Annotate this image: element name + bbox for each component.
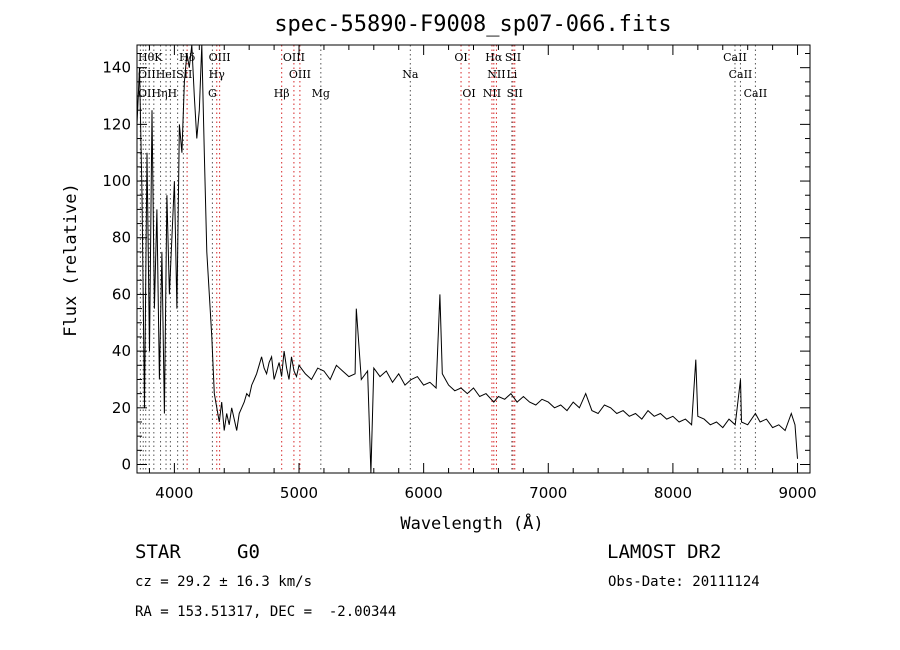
y-ticks: 0 20 40 60 80 100 120 140 [102,53,810,473]
x-tick-label: 5000 [280,484,318,502]
spectral-line-label: CaII [723,51,747,64]
spectral-line-label: Mg [312,87,330,100]
line-markers [139,45,756,473]
y-tick-label: 80 [112,229,131,247]
obs-date: Obs-Date: 20111124 [608,574,760,590]
x-axis-label: Wavelength (Å) [400,512,543,534]
spectrum-series [136,44,798,474]
blue-end-line-labels: OIHηH [138,87,177,100]
y-tick-label: 60 [112,285,131,303]
spectral-line-label: G [208,87,217,100]
y-tick-label: 20 [112,399,131,417]
coordinates: RA = 153.51317, DEC = -2.00344 [135,604,397,620]
blue-end-line-labels: HθK [138,51,163,64]
y-tick-label: 140 [102,59,131,77]
x-tick-label: 8000 [654,484,692,502]
spectral-line-label: Hβ [274,87,290,100]
spectral-line-label: Li [506,68,517,81]
y-tick-label: 100 [102,172,131,190]
x-tick-label: 6000 [405,484,443,502]
redshift-readout: cz = 29.2 ± 16.3 km/s [135,574,313,590]
spectral-line-label: OIII [283,51,305,64]
x-ticks: 4000 5000 6000 7000 8000 9000 [148,45,817,502]
spectral-line-label: CaII [729,68,753,81]
x-tick-label: 4000 [155,484,193,502]
x-tick-label: 9000 [778,484,816,502]
y-tick-label: 40 [112,342,131,360]
x-tick-label: 7000 [529,484,567,502]
spectral-line-label: CaII [744,87,768,100]
spectral-line-label: OIII [289,68,311,81]
spectral-line-label: Hγ [209,68,226,81]
object-subclass: G0 [237,541,260,563]
spectral-line-label: OI [454,51,467,64]
y-tick-label: 120 [102,115,131,133]
spectral-line-label: Na [402,68,419,81]
y-axis-label: Flux (relative) [61,183,81,337]
spectral-line-label: Hα [485,51,503,64]
spectral-line-label: NII [483,87,501,100]
spectral-line-label: SII [505,51,521,64]
object-class: STAR [135,541,181,563]
spectral-line-label: SII [507,87,523,100]
chart-title: spec-55890-F9008_sp07-066.fits [274,12,671,37]
spectral-line-label: OIII [209,51,231,64]
y-tick-label: 0 [121,455,131,473]
survey-name: LAMOST DR2 [607,541,722,563]
spectral-line-label: NII [487,68,505,81]
blue-end-line-labels: OIIHeISII [138,68,192,81]
spectral-line-label: OI [462,87,475,100]
plot-frame [136,44,811,474]
